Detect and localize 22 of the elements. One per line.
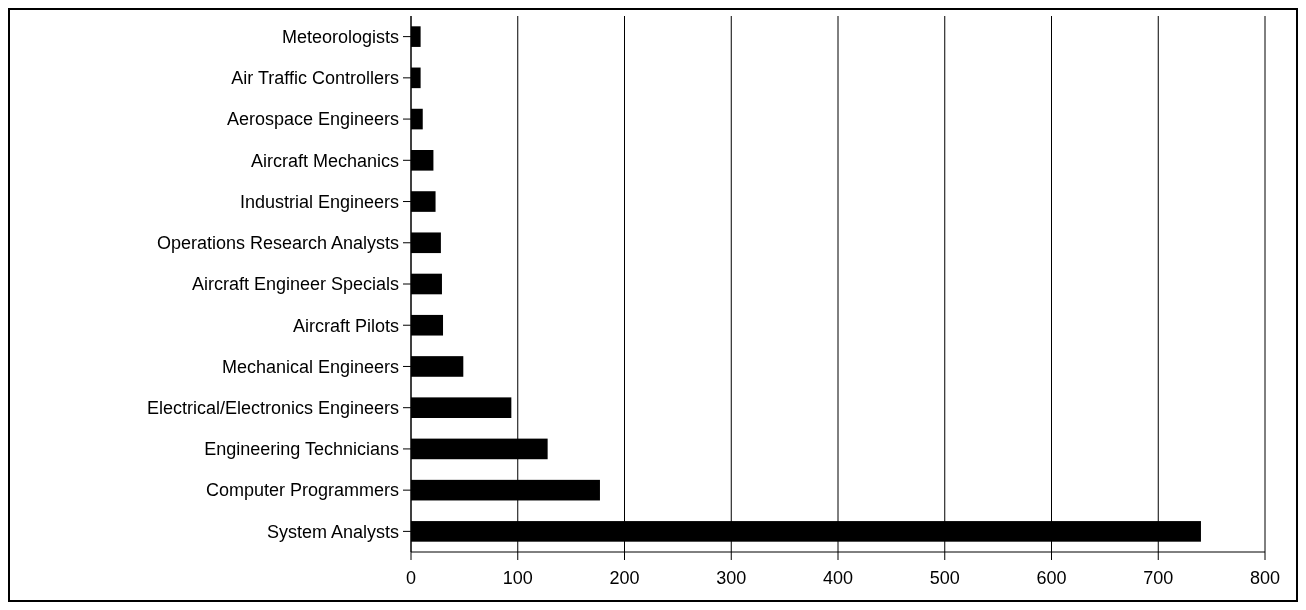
y-tick-label: Aircraft Pilots xyxy=(292,315,399,336)
y-tick-label: Aircraft Mechanics xyxy=(250,150,399,171)
y-tick-label: Aerospace Engineers xyxy=(226,109,399,130)
x-tick-label: 200 xyxy=(609,568,640,588)
y-tick-label: Mechanical Engineers xyxy=(221,356,399,377)
y-tick-label: Meteorologists xyxy=(281,26,399,47)
y-tick-label: Industrial Engineers xyxy=(239,191,399,212)
x-tick-label: 600 xyxy=(1036,568,1067,588)
x-tick-label: 800 xyxy=(1249,568,1281,588)
x-tick-label: 100 xyxy=(502,568,533,588)
y-tick-label: Computer Programmers xyxy=(205,480,399,501)
y-tick-label: Engineering Technicians xyxy=(204,439,399,460)
y-tick-label: Air Traffic Controllers xyxy=(231,68,399,89)
x-tick-label: 300 xyxy=(716,568,747,588)
y-tick-label: Electrical/Electronics Engineers xyxy=(146,397,399,418)
y-tick-label: Operations Research Analysts xyxy=(156,233,399,254)
x-tick-label: 400 xyxy=(822,568,854,588)
x-tick-label: 700 xyxy=(1143,568,1174,588)
y-tick-label: Aircraft Engineer Specials xyxy=(191,274,399,295)
x-tick-label: 0 xyxy=(405,568,417,588)
x-tick-label: 500 xyxy=(929,568,960,588)
y-tick-label: System Analysts xyxy=(266,521,399,542)
